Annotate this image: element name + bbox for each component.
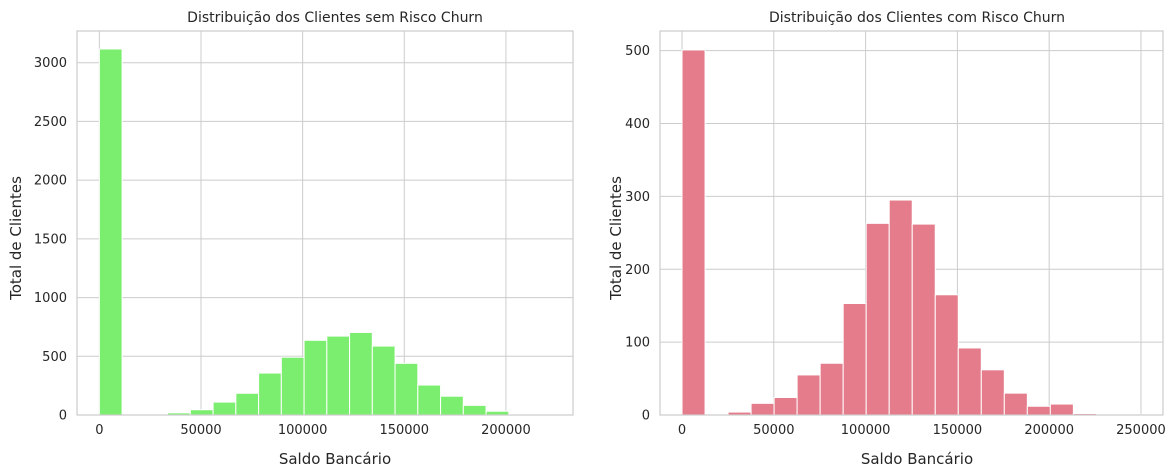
y-tick-label: 3000 bbox=[34, 56, 67, 71]
x-tick-label: 100000 bbox=[278, 423, 328, 438]
histogram-bar bbox=[326, 335, 351, 416]
y-tick-label: 0 bbox=[642, 409, 650, 424]
histogram-bars bbox=[681, 49, 1143, 416]
histogram-bar bbox=[235, 392, 260, 416]
x-tick-label: 0 bbox=[95, 423, 103, 438]
histogram-bar bbox=[440, 395, 464, 416]
x-axis-label: Saldo Bancário bbox=[861, 450, 973, 468]
y-tick-label: 300 bbox=[625, 190, 650, 205]
x-tick-label: 50000 bbox=[753, 423, 794, 438]
histogram-bar bbox=[934, 294, 959, 416]
plot-frame bbox=[659, 30, 1164, 416]
x-tick-label: 0 bbox=[678, 423, 686, 438]
x-tick-label: 100000 bbox=[841, 423, 891, 438]
subplot-no-churn: Distribuição dos Clientes sem Risco Chur… bbox=[7, 10, 574, 468]
histogram-bar bbox=[394, 362, 419, 416]
x-tick-label: 150000 bbox=[933, 423, 983, 438]
histogram-bar bbox=[888, 199, 913, 416]
histogram-bar bbox=[280, 356, 305, 416]
y-tick-label: 500 bbox=[42, 350, 67, 365]
y-axis-label: Total de Clientes bbox=[7, 176, 25, 301]
y-tick-label: 100 bbox=[625, 336, 650, 351]
y-axis-label: Total de Clientes bbox=[607, 176, 625, 301]
y-tick-label: 0 bbox=[59, 409, 67, 424]
histogram-bar bbox=[681, 49, 706, 416]
histogram-bar bbox=[842, 303, 867, 416]
histogram-bar bbox=[773, 397, 798, 416]
chart-title: Distribuição dos Clientes com Risco Chur… bbox=[769, 10, 1065, 26]
y-tick-label: 500 bbox=[625, 44, 650, 59]
y-tick-label: 2500 bbox=[34, 115, 67, 130]
histogram-bar bbox=[819, 362, 844, 416]
x-tick-label: 50000 bbox=[180, 423, 221, 438]
histogram-bar bbox=[303, 339, 328, 416]
y-tick-label: 2000 bbox=[34, 174, 67, 189]
histogram-bars bbox=[98, 48, 555, 416]
histogram-bar bbox=[189, 409, 214, 416]
y-tick-label: 400 bbox=[625, 117, 650, 132]
histogram-bar bbox=[1026, 405, 1051, 416]
histogram-bar bbox=[865, 222, 890, 416]
histogram-bar bbox=[1003, 392, 1028, 416]
histogram-bar bbox=[371, 345, 396, 416]
y-tick-label: 1500 bbox=[34, 232, 67, 247]
histogram-bar bbox=[1049, 403, 1074, 416]
subplot-churn: Distribuição dos Clientes com Risco Chur… bbox=[607, 10, 1166, 468]
x-axis-label: Saldo Bancário bbox=[279, 450, 391, 468]
histogram-bar bbox=[212, 401, 237, 416]
histogram-bar bbox=[957, 347, 982, 416]
histogram-bar bbox=[911, 223, 936, 416]
x-tick-label: 200000 bbox=[1024, 423, 1074, 438]
grid bbox=[77, 31, 573, 416]
x-tick-label: 250000 bbox=[1116, 423, 1166, 438]
chart-title: Distribuição dos Clientes sem Risco Chur… bbox=[187, 10, 483, 26]
y-tick-label: 1000 bbox=[34, 291, 67, 306]
plot-frame bbox=[76, 30, 574, 416]
x-tick-label: 200000 bbox=[481, 423, 531, 438]
histogram-bar bbox=[258, 372, 282, 416]
histogram-bar bbox=[417, 384, 442, 416]
histogram-bar bbox=[750, 402, 775, 416]
x-tick-label: 150000 bbox=[379, 423, 429, 438]
y-tick-label: 200 bbox=[625, 263, 650, 278]
histogram-bar bbox=[98, 48, 123, 416]
histogram-bar bbox=[462, 404, 487, 416]
histogram-bar bbox=[349, 331, 373, 416]
histogram-bar bbox=[980, 369, 1005, 416]
histogram-bar bbox=[796, 374, 821, 416]
